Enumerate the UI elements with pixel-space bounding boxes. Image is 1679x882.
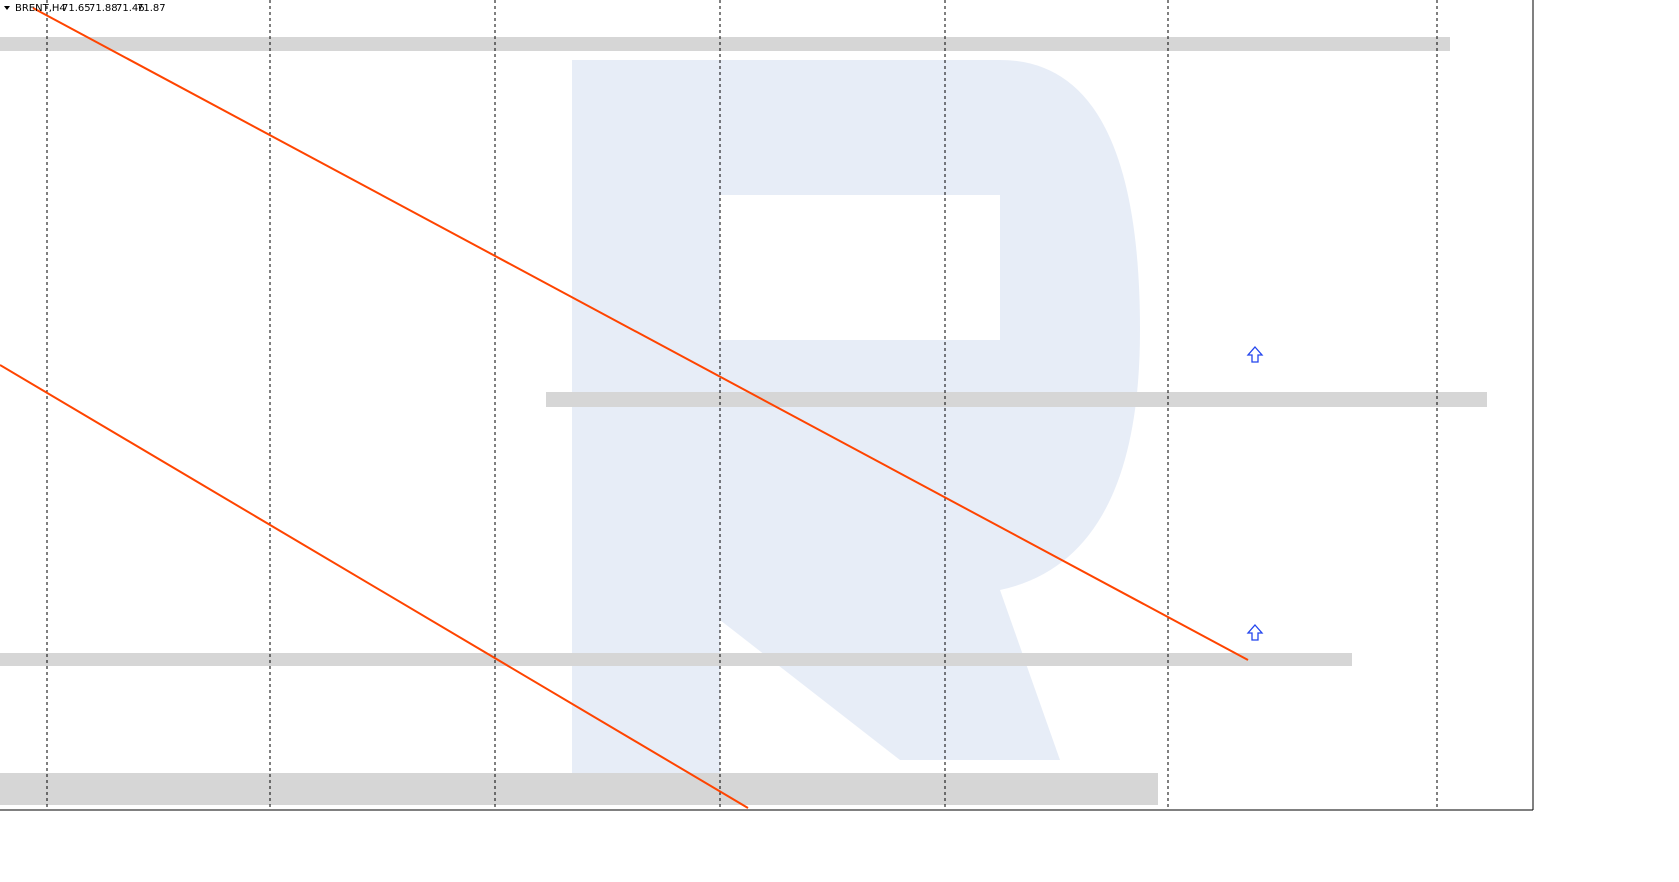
zones [0,37,1487,805]
symbol: BRENT,H4 [15,3,66,14]
channel-line [0,364,749,809]
zone [0,773,1158,805]
high: 71.88 [89,3,118,14]
low: 71.46 [116,3,145,14]
watermark [432,60,1140,800]
arrows [1246,346,1264,641]
watermark-logo [432,60,1140,800]
channel-line [32,7,1249,661]
up-arrow [1246,346,1264,363]
channel [0,7,1249,809]
menu-triangle [4,6,10,10]
header: BRENT,H4 71.65 71.88 71.46 71.87 [4,3,166,14]
close: 71.87 [137,3,166,14]
up-arrow [1246,624,1264,641]
zone [0,653,1352,666]
zone [0,37,1450,51]
open: 71.65 [62,3,91,14]
zone [546,392,1487,407]
